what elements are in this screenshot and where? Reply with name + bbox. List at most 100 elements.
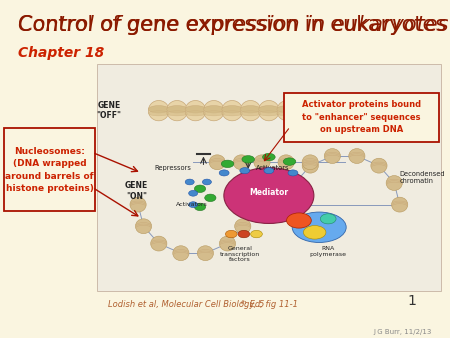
Text: GENE
"OFF": GENE "OFF": [96, 101, 121, 120]
Ellipse shape: [130, 197, 146, 212]
Text: GENE
"ON": GENE "ON": [125, 182, 148, 201]
Ellipse shape: [203, 100, 224, 121]
Ellipse shape: [278, 155, 294, 170]
Ellipse shape: [173, 246, 189, 261]
Text: Decondensed
chromatin: Decondensed chromatin: [400, 171, 446, 184]
Ellipse shape: [332, 100, 353, 121]
Ellipse shape: [254, 155, 270, 170]
Text: Mediator: Mediator: [249, 188, 288, 197]
Ellipse shape: [185, 100, 206, 121]
Ellipse shape: [194, 203, 206, 211]
Ellipse shape: [277, 100, 297, 121]
Ellipse shape: [166, 111, 187, 116]
Ellipse shape: [222, 100, 243, 121]
Ellipse shape: [185, 105, 206, 113]
Ellipse shape: [234, 219, 251, 234]
Ellipse shape: [222, 111, 243, 116]
Ellipse shape: [240, 197, 256, 212]
Ellipse shape: [240, 105, 261, 113]
Ellipse shape: [258, 100, 279, 121]
Ellipse shape: [166, 105, 187, 113]
Ellipse shape: [202, 179, 211, 185]
Ellipse shape: [264, 168, 274, 174]
Ellipse shape: [197, 246, 213, 261]
Ellipse shape: [222, 105, 243, 113]
Ellipse shape: [238, 231, 250, 238]
Ellipse shape: [369, 100, 389, 121]
Text: Nucleosomes:
(DNA wrapped
around barrels of
histone proteins): Nucleosomes: (DNA wrapped around barrels…: [5, 147, 94, 193]
Ellipse shape: [287, 175, 303, 190]
Ellipse shape: [302, 155, 318, 170]
Ellipse shape: [148, 111, 169, 116]
Text: Ed, fig 11-1: Ed, fig 11-1: [247, 300, 297, 309]
Text: Condensed
chromatin: Condensed chromatin: [396, 95, 435, 108]
Ellipse shape: [295, 105, 316, 113]
Ellipse shape: [295, 100, 316, 121]
Ellipse shape: [332, 111, 353, 116]
Text: Control of gene expression in eukaryotes: Control of gene expression in eukaryotes: [18, 15, 449, 35]
Ellipse shape: [292, 212, 346, 242]
Ellipse shape: [240, 168, 250, 174]
Text: Lodish et al, Molecular Cell Biology, 5: Lodish et al, Molecular Cell Biology, 5: [108, 300, 265, 309]
Ellipse shape: [194, 185, 206, 192]
Ellipse shape: [135, 219, 152, 234]
Ellipse shape: [185, 179, 194, 185]
Ellipse shape: [209, 155, 225, 170]
Ellipse shape: [185, 111, 206, 116]
Ellipse shape: [220, 236, 236, 251]
Ellipse shape: [350, 105, 371, 113]
Text: J G Burr, 11/2/13: J G Burr, 11/2/13: [374, 329, 432, 335]
Ellipse shape: [258, 111, 279, 116]
Ellipse shape: [314, 111, 334, 116]
FancyBboxPatch shape: [284, 93, 439, 142]
Ellipse shape: [350, 100, 371, 121]
Text: th: th: [241, 300, 247, 305]
Ellipse shape: [287, 213, 311, 228]
Ellipse shape: [219, 170, 229, 176]
Text: 1: 1: [407, 294, 416, 308]
Ellipse shape: [203, 111, 224, 116]
Text: Control of gene expression in eukaryotes: Control of gene expression in eukaryotes: [18, 15, 446, 35]
Ellipse shape: [205, 194, 216, 201]
Ellipse shape: [350, 111, 371, 116]
Text: RNA
polymerase: RNA polymerase: [310, 246, 346, 257]
Ellipse shape: [386, 175, 402, 190]
Ellipse shape: [288, 170, 298, 176]
Ellipse shape: [369, 105, 389, 113]
Text: General
transcription
factors: General transcription factors: [220, 246, 261, 263]
Ellipse shape: [203, 105, 224, 113]
FancyBboxPatch shape: [4, 128, 94, 211]
Ellipse shape: [148, 105, 169, 113]
Ellipse shape: [371, 158, 387, 173]
Text: Activators: Activators: [176, 202, 208, 207]
Ellipse shape: [225, 231, 237, 238]
Text: Activator proteins bound
to "enhancer" sequences
on upstream DNA: Activator proteins bound to "enhancer" s…: [302, 100, 421, 135]
Ellipse shape: [251, 231, 262, 238]
Ellipse shape: [240, 100, 261, 121]
Ellipse shape: [324, 149, 341, 164]
Ellipse shape: [320, 214, 336, 224]
Ellipse shape: [281, 197, 297, 212]
Ellipse shape: [349, 149, 365, 164]
Ellipse shape: [369, 111, 389, 116]
Text: Repressors: Repressors: [154, 165, 191, 171]
Ellipse shape: [302, 158, 318, 173]
Ellipse shape: [295, 111, 316, 116]
Ellipse shape: [392, 197, 408, 212]
Ellipse shape: [224, 168, 314, 223]
Ellipse shape: [332, 105, 353, 113]
Ellipse shape: [233, 155, 249, 170]
Ellipse shape: [314, 105, 334, 113]
Ellipse shape: [189, 190, 198, 196]
Ellipse shape: [277, 111, 297, 116]
Ellipse shape: [258, 105, 279, 113]
Ellipse shape: [314, 100, 334, 121]
Ellipse shape: [277, 105, 297, 113]
Text: Activators: Activators: [256, 165, 290, 171]
Ellipse shape: [240, 111, 261, 116]
Ellipse shape: [148, 100, 169, 121]
Ellipse shape: [151, 236, 167, 251]
Ellipse shape: [303, 225, 326, 239]
Ellipse shape: [242, 155, 255, 163]
Text: Chapter 18: Chapter 18: [18, 46, 104, 59]
